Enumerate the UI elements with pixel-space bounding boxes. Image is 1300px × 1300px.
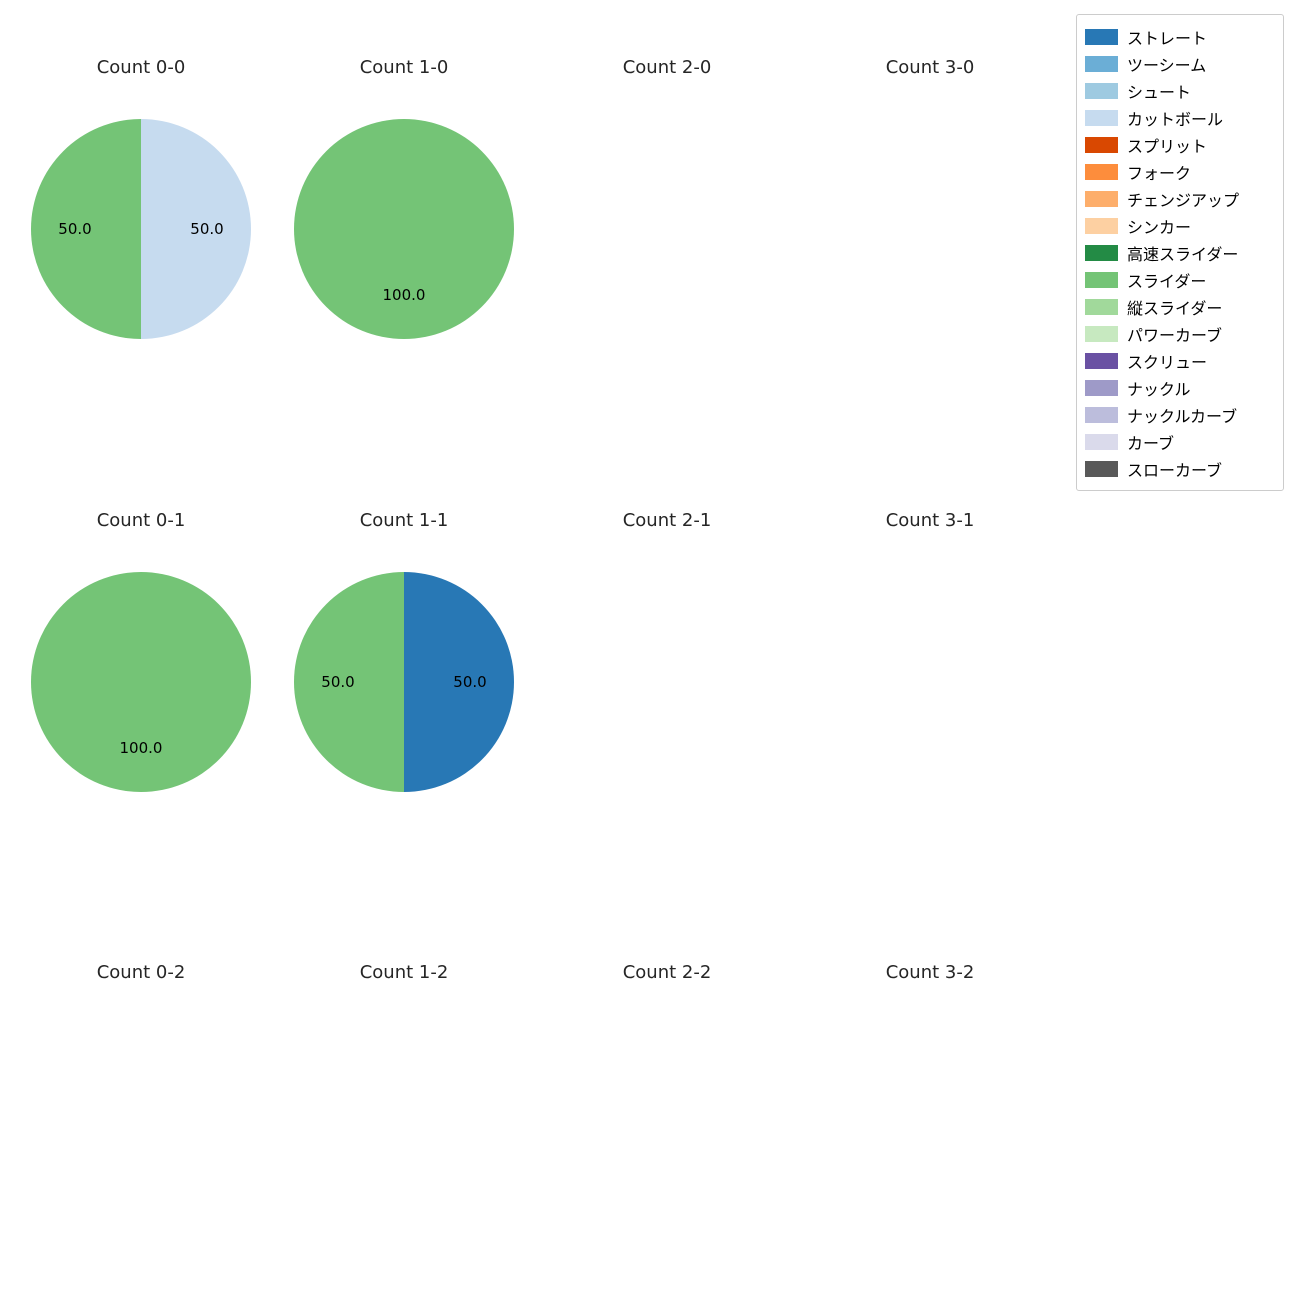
chart-cell-count-1-1: Count 1-1 50.0 50.0: [272, 507, 536, 797]
legend-swatch: [1085, 82, 1118, 99]
legend-label: ストレート: [1127, 28, 1208, 48]
legend-item: カーブ: [1085, 428, 1275, 455]
legend-label: スライダー: [1127, 271, 1207, 291]
legend-swatch: [1085, 136, 1118, 153]
chart-title: Count 1-2: [359, 962, 449, 983]
legend-label: シンカー: [1127, 217, 1192, 237]
legend-swatch: [1085, 271, 1118, 288]
chart-cell-count-1-0: Count 1-0 100.0: [272, 54, 536, 344]
pie-value-label: 50.0: [190, 220, 223, 238]
pie-slice-スライダー: [294, 119, 514, 339]
legend-label: スクリュー: [1127, 352, 1208, 372]
legend-item: ストレート: [1085, 23, 1275, 50]
pie-chart: 50.0 50.0: [31, 119, 251, 339]
legend-item: スライダー: [1085, 266, 1275, 293]
legend-item: カットボール: [1085, 104, 1275, 131]
pie-slice-スライダー: [31, 119, 141, 339]
chart-title: Count 1-1: [359, 510, 449, 531]
legend-swatch: [1085, 55, 1118, 72]
chart-cell-count-0-1: Count 0-1 100.0: [9, 507, 273, 797]
chart-cell-count-2-0: Count 2-0: [535, 54, 799, 82]
legend-label: チェンジアップ: [1127, 190, 1240, 210]
legend-item: スローカーブ: [1085, 455, 1275, 482]
chart-cell-count-0-2: Count 0-2: [9, 959, 273, 987]
legend-swatch: [1085, 190, 1118, 207]
chart-cell-count-2-1: Count 2-1: [535, 507, 799, 535]
chart-title: Count 0-1: [96, 510, 186, 531]
chart-title: Count 3-1: [885, 510, 975, 531]
chart-title: Count 3-0: [885, 57, 975, 78]
pie-value-label: 50.0: [321, 673, 354, 691]
legend-label: ナックルカーブ: [1127, 406, 1238, 426]
legend-swatch: [1085, 163, 1118, 180]
legend-item: ナックルカーブ: [1085, 401, 1275, 428]
pie-slice-ストレート: [404, 572, 514, 792]
chart-title: Count 3-2: [885, 962, 975, 983]
legend-label: 縦スライダー: [1127, 298, 1223, 318]
legend-swatch: [1085, 406, 1118, 423]
pie-slice-スライダー: [31, 572, 251, 792]
legend-item: チェンジアップ: [1085, 185, 1275, 212]
chart-cell-count-3-2: Count 3-2: [798, 959, 1062, 987]
legend-item: シンカー: [1085, 212, 1275, 239]
legend-item: フォーク: [1085, 158, 1275, 185]
pie-value-label: 50.0: [453, 673, 486, 691]
legend-swatch: [1085, 352, 1118, 369]
legend-swatch: [1085, 298, 1118, 315]
legend-item: シュート: [1085, 77, 1275, 104]
legend-label: パワーカーブ: [1127, 325, 1223, 345]
legend-item: 高速スライダー: [1085, 239, 1275, 266]
legend-label: カーブ: [1127, 433, 1175, 453]
chart-title: Count 0-0: [96, 57, 186, 78]
pie-chart: 100.0: [31, 572, 251, 792]
chart-title: Count 2-1: [622, 510, 712, 531]
chart-cell-count-2-2: Count 2-2: [535, 959, 799, 987]
pie-chart: 50.0 50.0: [294, 572, 514, 792]
legend-item: スクリュー: [1085, 347, 1275, 374]
chart-title: Count 2-2: [622, 962, 712, 983]
legend-item: パワーカーブ: [1085, 320, 1275, 347]
legend-swatch: [1085, 460, 1118, 477]
chart-cell-count-3-1: Count 3-1: [798, 507, 1062, 535]
pie-slice-カットボール: [141, 119, 251, 339]
legend-label: スローカーブ: [1127, 460, 1223, 480]
legend-label: フォーク: [1127, 163, 1192, 183]
legend-item: スプリット: [1085, 131, 1275, 158]
legend-swatch: [1085, 28, 1118, 45]
pie-chart: 100.0: [294, 119, 514, 339]
legend-item: ナックル: [1085, 374, 1275, 401]
legend-swatch: [1085, 109, 1118, 126]
legend-label: カットボール: [1127, 109, 1224, 129]
pie-slice-スライダー: [294, 572, 404, 792]
chart-cell-count-3-0: Count 3-0: [798, 54, 1062, 82]
pie-value-label: 50.0: [58, 220, 91, 238]
chart-cell-count-0-0: Count 0-0 50.0 50.0: [9, 54, 273, 344]
legend-label: スプリット: [1127, 136, 1208, 156]
legend-item: ツーシーム: [1085, 50, 1275, 77]
legend-item: 縦スライダー: [1085, 293, 1275, 320]
legend-swatch: [1085, 217, 1118, 234]
legend-swatch: [1085, 379, 1118, 396]
legend-label: 高速スライダー: [1127, 244, 1239, 264]
legend-label: ナックル: [1127, 379, 1191, 399]
legend-swatch: [1085, 244, 1118, 261]
legend-swatch: [1085, 325, 1118, 342]
legend-label: ツーシーム: [1127, 55, 1207, 75]
chart-cell-count-1-2: Count 1-2: [272, 959, 536, 987]
chart-title: Count 2-0: [622, 57, 712, 78]
legend-swatch: [1085, 433, 1118, 450]
legend-label: シュート: [1127, 82, 1192, 102]
chart-title: Count 0-2: [96, 962, 186, 983]
pie-value-label: 100.0: [120, 739, 163, 757]
pitch-type-legend: ストレートツーシームシュートカットボール スプリットフォークチェンジアップ シンカー…: [1076, 14, 1284, 491]
chart-title: Count 1-0: [359, 57, 449, 78]
pie-value-label: 100.0: [383, 286, 426, 304]
